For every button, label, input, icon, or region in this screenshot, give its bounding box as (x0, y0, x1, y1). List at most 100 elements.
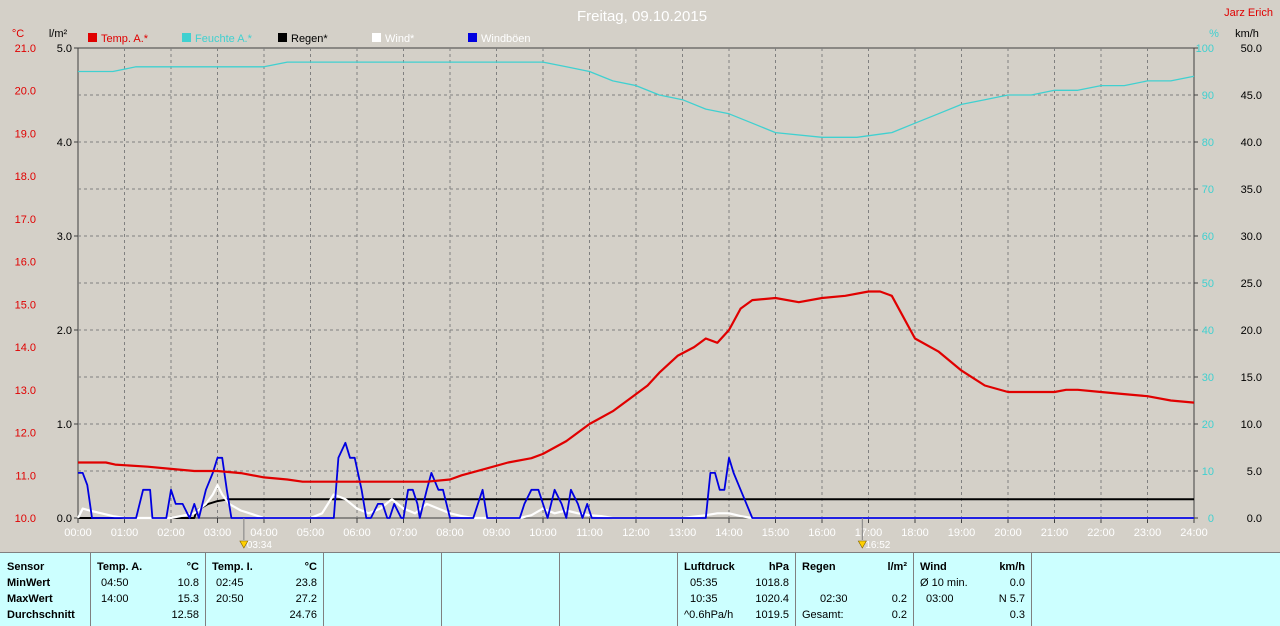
humidity-tick-label: 20 (1202, 419, 1214, 431)
series-line-windböen (78, 441, 1194, 519)
wind-tick-label: 0.0 (1247, 513, 1262, 525)
x-tick-label: 14:00 (715, 527, 743, 539)
temp-i-unit: °C (304, 561, 317, 573)
rain-tick-label: 3.0 (57, 231, 72, 243)
humidity-tick-label: 10 (1202, 466, 1214, 478)
wind-tick-label: 15.0 (1241, 372, 1262, 384)
pressure-trend: ^0.6hPa/h (684, 609, 734, 621)
pressure-min-time: 05:35 (690, 577, 718, 589)
sun-markers: 03:34 16:52 (239, 518, 891, 551)
wind-avg10-value: 0.0 (1009, 577, 1025, 589)
series-line-temp-a (78, 290, 1195, 483)
x-tick-label: 07:00 (390, 527, 418, 539)
pressure-max-time: 10:35 (690, 593, 718, 605)
wind-tick-label: 35.0 (1241, 184, 1262, 196)
wind-tick-label: 45.0 (1241, 90, 1262, 102)
wind-average: 0.3 (1009, 609, 1025, 621)
rain-time: 02:30 (820, 593, 848, 605)
x-tick-label: 19:00 (948, 527, 976, 539)
temp-i-min-time: 02:45 (216, 577, 244, 589)
humidity-tick-label: 50 (1202, 278, 1214, 290)
stats-row-min-label: MinWert (7, 577, 51, 589)
axes: 00:00 01:00 02:00 03:00 04:00 05:00 06:00 07:00… (15, 43, 1262, 539)
chart-title: Freitag, 09.10.2015 (577, 8, 707, 25)
series-line-regen (78, 498, 1194, 519)
temp-tick-label: 14.0 (15, 342, 36, 354)
sunset-icon (857, 540, 867, 549)
rain-tick-label: 5.0 (57, 43, 72, 55)
stats-col-temp-a: Temp. A. °C 04:50 10.8 14:00 15.3 12.58 (91, 553, 206, 626)
x-tick-label: 02:00 (157, 527, 185, 539)
x-tick-label: 22:00 (1087, 527, 1115, 539)
stats-row-max-label: MaxWert (7, 593, 53, 605)
sunrise-icon (239, 540, 249, 549)
rain-total-value: 0.2 (891, 609, 907, 621)
legend-label-humidity: Feuchte A.* (195, 33, 253, 45)
wind-avg10-label: Ø 10 min. (920, 577, 968, 589)
series-group (77, 61, 1195, 520)
temp-i-max-time: 20:50 (216, 593, 244, 605)
legend-label-temp: Temp. A.* (101, 33, 149, 45)
x-tick-label: 21:00 (1041, 527, 1069, 539)
stats-panel: Sensor MinWert MaxWert Durchschnitt Temp… (0, 552, 1280, 626)
legend-swatch-rain (278, 33, 287, 42)
x-tick-label: 16:00 (808, 527, 836, 539)
legend: Temp. A.* Feuchte A.* Regen* Wind* Windb… (88, 33, 531, 45)
sunrise-time-label: 03:34 (247, 540, 272, 551)
rain-tick-label: 1.0 (57, 419, 72, 431)
x-tick-label: 24:00 (1180, 527, 1208, 539)
wind-max-time: 03:00 (926, 593, 954, 605)
pressure-average: 1019.5 (755, 609, 789, 621)
legend-swatch-humidity (182, 33, 191, 42)
wind-tick-label: 20.0 (1241, 325, 1262, 337)
stats-col-sensor: Sensor MinWert MaxWert Durchschnitt (0, 553, 91, 626)
stats-sensor-header: Sensor (7, 561, 45, 573)
stats-col-empty-1 (324, 553, 442, 626)
author-label: Jarz Erich (1224, 7, 1273, 19)
temp-a-min-value: 10.8 (177, 577, 199, 589)
x-tick-label: 18:00 (901, 527, 929, 539)
rain-header: Regen (802, 561, 836, 573)
stats-col-wind: Wind km/h Ø 10 min. 0.0 03:00 N 5.7 0.3 (914, 553, 1032, 626)
sunset-time-label: 16:52 (865, 540, 890, 551)
x-tick-label: 06:00 (343, 527, 371, 539)
legend-label-gust: Windböen (481, 33, 531, 45)
temp-tick-label: 15.0 (15, 299, 36, 311)
temp-tick-label: 12.0 (15, 428, 36, 440)
x-tick-label: 04:00 (250, 527, 278, 539)
temp-tick-label: 16.0 (15, 257, 36, 269)
rain-value: 0.2 (891, 593, 907, 605)
pressure-min-value: 1018.8 (755, 577, 789, 589)
legend-swatch-wind (372, 33, 381, 42)
humidity-tick-label: 90 (1202, 90, 1214, 102)
stats-col-empty-3 (560, 553, 678, 626)
temp-a-header: Temp. A. (97, 561, 143, 573)
temp-tick-label: 19.0 (15, 128, 36, 140)
legend-swatch-gust (468, 33, 477, 42)
wind-tick-label: 40.0 (1241, 137, 1262, 149)
humidity-tick-label: 80 (1202, 137, 1214, 149)
temp-i-header: Temp. I. (212, 561, 253, 573)
x-tick-label: 05:00 (297, 527, 325, 539)
x-tick-label: 11:00 (576, 527, 603, 539)
humidity-tick-label: 30 (1202, 372, 1214, 384)
temp-i-min-value: 23.8 (295, 577, 317, 589)
pressure-max-value: 1020.4 (755, 593, 789, 605)
temp-a-min-time: 04:50 (101, 577, 129, 589)
x-tick-label: 17:00 (855, 527, 883, 539)
wind-tick-label: 30.0 (1241, 231, 1262, 243)
rain-unit: l/m² (887, 561, 907, 573)
wind-tick-label: 50.0 (1241, 43, 1262, 55)
rain-tick-label: 0.0 (57, 513, 72, 525)
x-tick-label: 09:00 (483, 527, 511, 539)
temp-a-max-value: 15.3 (177, 593, 199, 605)
temp-a-max-time: 14:00 (101, 593, 129, 605)
temp-a-unit: °C (186, 561, 199, 573)
wind-tick-label: 25.0 (1241, 278, 1262, 290)
legend-swatch-temp (88, 33, 97, 42)
x-tick-label: 00:00 (64, 527, 92, 539)
x-tick-label: 13:00 (669, 527, 697, 539)
stats-col-empty-2 (442, 553, 560, 626)
x-tick-label: 15:00 (762, 527, 790, 539)
temp-tick-label: 11.0 (15, 470, 36, 482)
